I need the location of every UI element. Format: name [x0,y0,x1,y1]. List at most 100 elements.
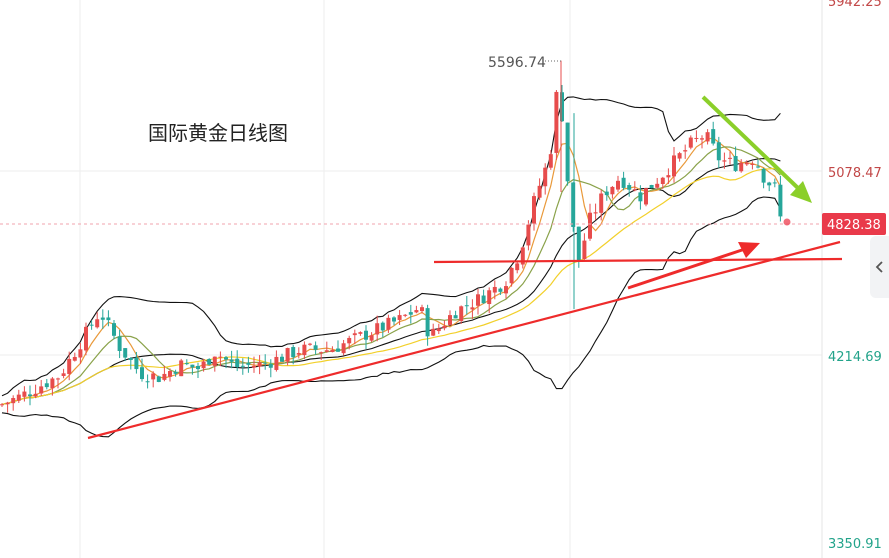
candle-body [285,348,290,362]
candle-body [464,305,469,307]
candle-body [705,132,710,142]
bollinger-upper-line [1,96,781,397]
candle-body [739,162,744,172]
last-price-tag [822,213,886,235]
candle-body [100,317,105,320]
candle-body [716,142,721,161]
candle-body [431,328,436,336]
candle-body [442,325,447,329]
candle-body [436,328,441,332]
candle-body [610,186,615,195]
candle-body [532,196,536,224]
candle-body [700,138,704,140]
candle-body [638,192,643,202]
candle-body [380,322,385,331]
candle-body [498,288,503,292]
candle-body [280,356,284,362]
ascending-support-line [87,240,841,440]
candle-body [554,91,559,153]
candle-body [688,137,693,148]
candle-body [778,184,783,217]
candle-body [347,337,352,344]
candle-body [672,155,676,177]
candle-body [246,362,251,365]
candle-body [476,294,480,306]
bollinger-bands [1,96,781,438]
candle-body [140,367,144,380]
candle-body [767,182,772,186]
candle-body [621,177,626,188]
candle-body [448,315,452,325]
candle-body [39,386,44,394]
candle-body [772,182,777,184]
candle-body [548,154,553,168]
up-arrow-shaft [627,246,749,290]
collapse-panel-button[interactable] [870,236,889,298]
candle-body [722,160,727,162]
candle-body [313,345,318,350]
horizontal-support-line [433,257,843,264]
candle-body [252,365,256,368]
candle-body [296,353,301,355]
bollinger-mid-line [1,158,781,405]
candle-body [61,373,66,376]
candle-body [481,295,486,304]
candle-body [106,317,111,321]
candle-body [302,344,307,356]
candle-body [336,348,340,352]
candle-body [504,286,508,294]
candle-body [33,393,38,397]
candle-body [386,317,391,330]
ma-slow-line [1,167,781,405]
candle-body [358,332,363,334]
candle-body [756,166,760,168]
trend-lines [87,95,843,440]
candle-body [487,290,492,305]
candle-body [235,358,240,368]
candle-body [11,398,16,404]
candle-body [392,317,396,322]
candle-body [134,357,139,370]
candle-body [470,307,475,310]
candle-body [571,182,576,227]
candle-body [28,394,32,396]
candle-body [72,356,77,361]
candle-body [128,357,133,361]
candle-body [117,336,122,352]
candle-body [509,267,514,284]
candle-body [319,352,324,354]
candle-body [593,212,598,214]
candle-body [375,323,380,335]
candle-body [291,347,296,358]
candle-body [67,358,72,374]
y-tick-top-partial: 5942.25 [828,0,882,10]
candle-body [750,163,755,165]
candle-body [44,383,49,388]
candle-body [655,183,660,188]
y-tick-4214: 4214.69 [828,350,882,365]
candle-body [408,312,413,315]
candle-body [520,247,525,265]
candle-body [229,359,234,362]
candle-body [604,191,609,196]
candle-body [425,308,430,337]
candle-body [201,361,206,369]
candle-body [369,335,374,341]
candle-body [565,122,570,182]
candle-body [168,370,172,377]
candle-body [5,402,10,405]
candle-body [728,157,732,159]
candle-body [352,333,357,336]
candle-body [627,185,632,190]
candle-body [190,364,195,368]
candle-body [537,185,542,198]
candle-body [649,184,654,189]
candle-body [207,359,212,365]
candle-body [274,356,279,370]
candle-body [257,362,262,367]
bollinger-lower-line [1,196,781,438]
candle-body [263,362,268,364]
candle-body [218,356,223,358]
